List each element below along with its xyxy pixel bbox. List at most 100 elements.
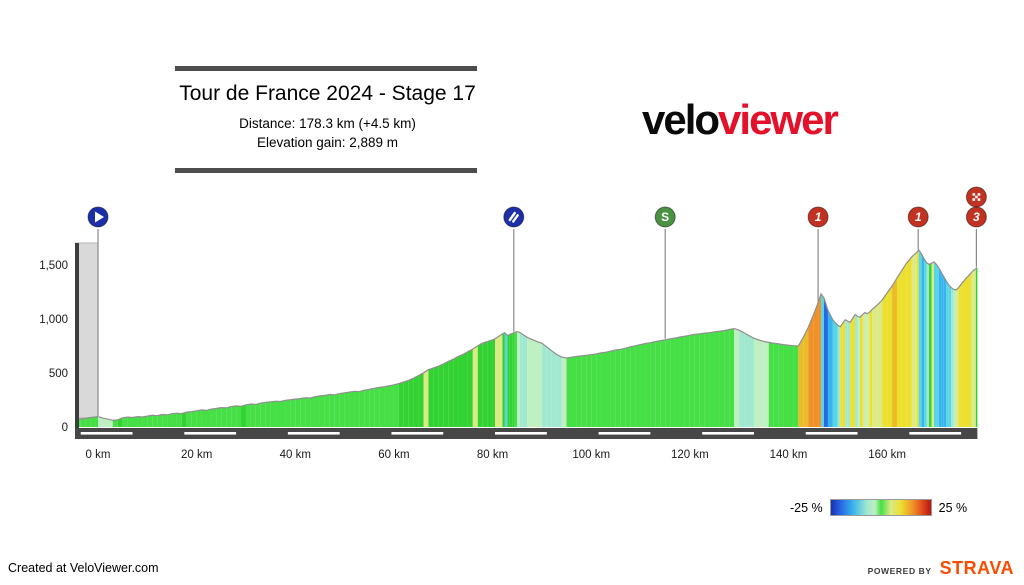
- gradient-stripe: [162, 414, 168, 427]
- y-axis-line: [75, 243, 79, 439]
- gradient-stripe: [504, 332, 508, 427]
- gradient-stripe: [571, 356, 577, 427]
- gradient-stripe: [798, 337, 804, 427]
- gradient-stripe: [349, 391, 355, 427]
- gradient-stripe: [546, 346, 552, 427]
- gradient-stripe: [107, 419, 113, 427]
- gradient-stripe: [334, 393, 340, 427]
- gradient-stripe: [127, 417, 133, 427]
- x-axis-label: 0 km: [86, 449, 111, 461]
- gradient-stripe: [428, 368, 434, 427]
- x-axis-bar-stripe: [702, 432, 754, 435]
- title-divider-top: [175, 66, 477, 71]
- x-axis-label: 80 km: [477, 449, 508, 461]
- gradient-stripe: [869, 309, 873, 427]
- finish-icon: [972, 198, 976, 201]
- gradient-stripe: [670, 338, 676, 427]
- gradient-stripe: [514, 331, 518, 427]
- gradient-stripe: [709, 331, 715, 427]
- gradient-stripe: [216, 407, 222, 427]
- gradient-stripe: [855, 314, 858, 427]
- gradient-stripe: [122, 417, 128, 427]
- gradient-stripe: [837, 325, 841, 427]
- gradient-stripe: [887, 285, 893, 427]
- gradient-stripe: [675, 337, 680, 427]
- gradient-stripe: [467, 349, 473, 427]
- x-axis-label: 100 km: [572, 449, 610, 461]
- gradient-stripe: [423, 369, 429, 427]
- gradient-stripe: [536, 341, 542, 427]
- gradient-stripe: [845, 319, 848, 427]
- gradient-stripe: [495, 337, 498, 427]
- gradient-stripe: [364, 389, 370, 427]
- gradient-stripe: [926, 262, 930, 427]
- finish-icon: [972, 193, 976, 196]
- gradient-stripe: [408, 378, 414, 427]
- gradient-stripe: [581, 355, 587, 427]
- gradient-stripe: [803, 327, 809, 427]
- gradient-stripe: [250, 403, 256, 427]
- gradient-stripe: [630, 345, 636, 427]
- gradient-stripe: [527, 337, 533, 427]
- gradient-stripe: [448, 359, 454, 427]
- gradient-stripe: [591, 353, 597, 427]
- x-axis-bar-stripe: [287, 432, 340, 435]
- gradient-stripe: [862, 312, 865, 427]
- gradient-stripe: [551, 350, 557, 427]
- gradient-stripe: [882, 292, 888, 427]
- gradient-stripe: [502, 332, 505, 427]
- x-axis-bar-stripe: [184, 432, 237, 435]
- gradient-legend-bar: [829, 499, 932, 516]
- gradient-stripe: [512, 332, 515, 427]
- logo-velo: velo: [642, 96, 720, 143]
- powered-by-label: POWERED BY: [867, 566, 932, 576]
- gradient-stripe: [679, 336, 685, 427]
- title-divider-bottom: [175, 168, 477, 173]
- gradient-stripe: [788, 345, 794, 427]
- gradient-stripe: [896, 270, 902, 427]
- gradient-stripe: [384, 385, 389, 427]
- gradient-stripe: [842, 319, 846, 427]
- gradient-stripe: [948, 284, 952, 427]
- gradient-stripe: [443, 361, 449, 427]
- elevation-profile: [75, 249, 978, 427]
- x-axis-bar-stripe: [391, 432, 444, 435]
- gradient-stripe: [601, 352, 606, 427]
- marker-intermediate-sprint[interactable]: S: [654, 206, 676, 339]
- gradient-stripe: [958, 284, 962, 427]
- gradient-stripe: [783, 344, 789, 427]
- marker-climb-cat-3[interactable]: 3: [965, 206, 987, 268]
- created-at-text: Created at VeloViewer.com: [8, 561, 159, 575]
- gradient-legend-min-label: -25 %: [790, 500, 823, 515]
- gradient-stripe: [850, 318, 853, 427]
- gradient-stripe: [832, 319, 838, 427]
- gradient-stripe: [147, 415, 153, 427]
- gradient-stripe: [938, 268, 942, 427]
- marker-bonus-sprint[interactable]: [503, 206, 525, 332]
- gradient-stripe: [650, 341, 656, 427]
- marker-finish[interactable]: [965, 186, 987, 208]
- bonus-sprint-icon: [508, 211, 516, 222]
- gradient-stripe: [497, 335, 500, 427]
- gradient-stripe: [403, 380, 409, 427]
- marker-climb-cat-1[interactable]: 1: [907, 206, 929, 250]
- gradient-stripe: [968, 272, 971, 427]
- gradient-stripe: [911, 252, 917, 427]
- marker-climb-cat-1[interactable]: 1: [807, 206, 829, 302]
- gradient-stripe: [596, 352, 602, 427]
- gradient-stripe: [901, 262, 907, 427]
- gradient-stripe: [186, 411, 192, 427]
- gradient-stripe: [472, 345, 478, 427]
- gradient-stripe: [477, 343, 483, 427]
- gradient-stripe: [739, 330, 745, 427]
- marker-start[interactable]: [87, 206, 109, 416]
- gradient-stripe: [615, 349, 621, 427]
- gradient-stripe: [171, 413, 177, 427]
- gradient-stripe: [211, 408, 217, 427]
- gradient-stripe: [393, 383, 399, 427]
- y-axis-label: 0: [62, 422, 68, 434]
- gradient-legend-max-label: 25 %: [938, 500, 968, 515]
- gradient-stripe: [872, 304, 878, 427]
- gradient-stripe: [758, 339, 764, 427]
- gradient-stripe: [339, 392, 345, 427]
